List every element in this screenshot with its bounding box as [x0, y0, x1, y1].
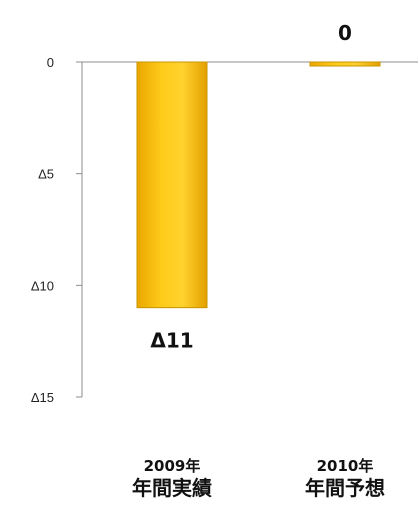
category-name: 年間予想 [305, 475, 385, 500]
category-year: 2010年 [316, 457, 374, 475]
bar [136, 61, 208, 309]
x-category-label: 2010年 年間予想 [290, 457, 400, 501]
y-tick-label: Δ10 [31, 278, 54, 293]
y-tick-label: Δ5 [38, 167, 54, 182]
category-year: 2009年 [143, 457, 201, 475]
bar [309, 61, 381, 67]
y-tick-label: 0 [47, 55, 54, 70]
data-label: 0 [338, 21, 352, 45]
x-category-label: 2009年 年間実績 [117, 457, 227, 501]
category-name: 年間実績 [132, 475, 212, 500]
y-tick-label: Δ15 [31, 390, 54, 405]
data-label: Δ11 [150, 329, 193, 353]
